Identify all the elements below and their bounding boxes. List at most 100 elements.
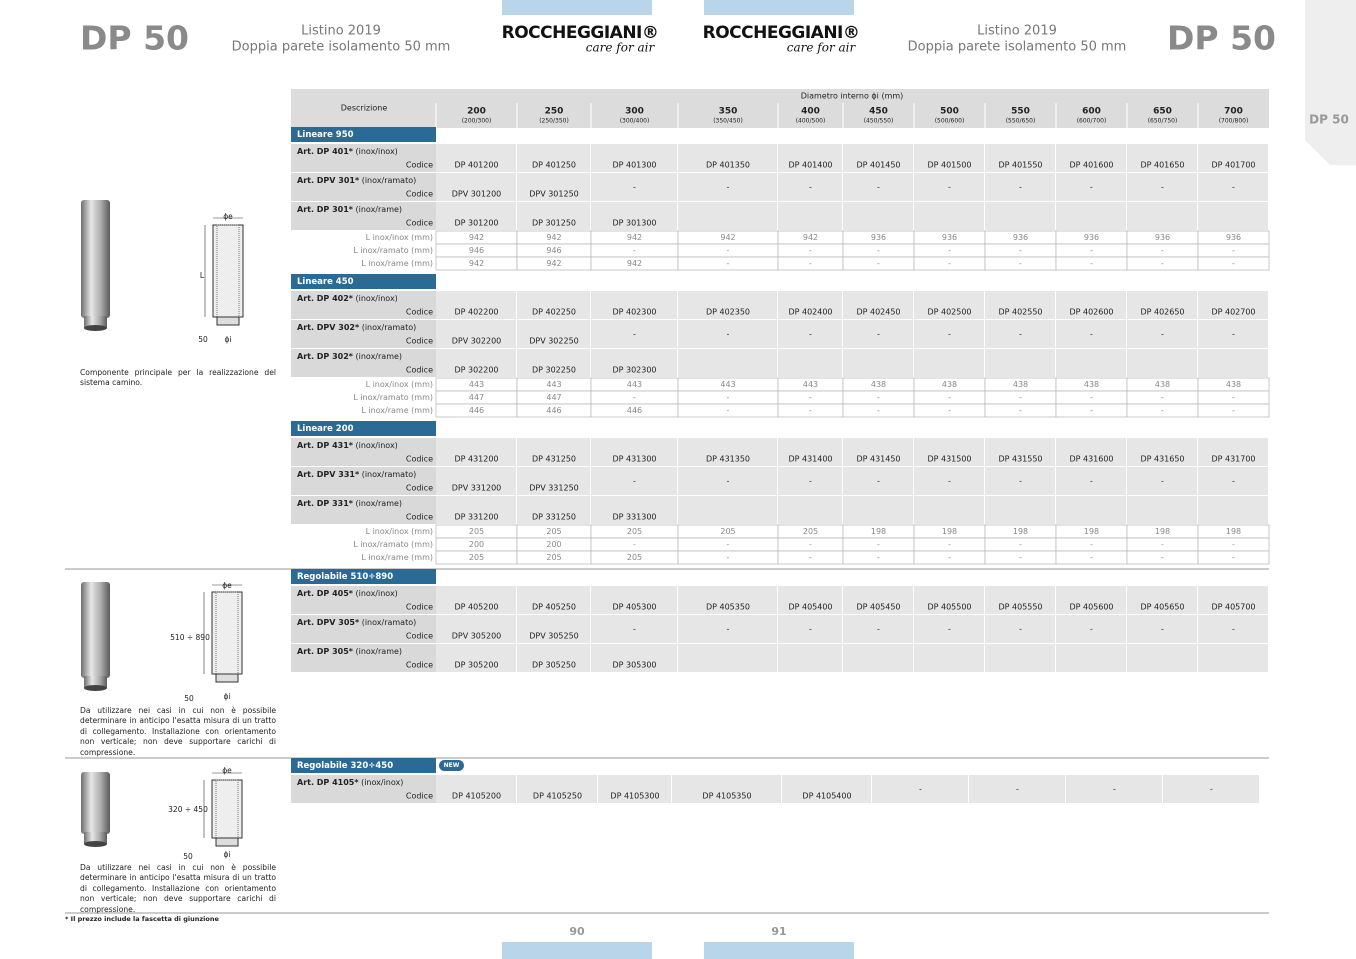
code-cell <box>517 349 590 377</box>
page-number: 91 <box>771 925 786 938</box>
code-label: Codice <box>406 792 433 801</box>
code-cell <box>1198 202 1268 230</box>
length-value: 936 <box>942 233 957 242</box>
dim-label: 50 <box>184 694 194 703</box>
code: DP 402550 <box>998 308 1042 317</box>
length-value: - <box>1161 553 1164 562</box>
dim-label: 510 ÷ 890 <box>170 633 210 642</box>
code-label: Codice <box>406 161 433 170</box>
code: DP 401450 <box>856 161 900 170</box>
header-cell: Descrizione <box>341 104 388 113</box>
length-value: - <box>1019 553 1022 562</box>
length-value: 942 <box>803 233 818 242</box>
code: DP 405300 <box>612 603 656 612</box>
dim-label: ϕi <box>223 692 230 701</box>
length-value: 198 <box>1226 527 1241 536</box>
code-cell <box>1127 644 1197 672</box>
length-value: 205 <box>546 553 561 562</box>
art-material: (inox/rame) <box>353 499 402 508</box>
badge: NEW <box>444 762 460 769</box>
code: DP 401400 <box>788 161 832 170</box>
length-value: 438 <box>1226 380 1241 389</box>
code-cell <box>843 615 913 643</box>
length-value: - <box>727 553 730 562</box>
code-cell <box>843 349 913 377</box>
top-tab <box>704 0 854 15</box>
length-value: - <box>877 393 880 402</box>
code: DP 405400 <box>788 603 832 612</box>
section-bar <box>291 127 436 142</box>
col-label: 300 <box>625 107 644 117</box>
code: - <box>1019 625 1022 634</box>
code-cell <box>678 173 777 201</box>
code: DP 302250 <box>532 366 576 375</box>
logo-brand: ROCCHEGGIANI® <box>502 23 659 43</box>
code-cell <box>1056 144 1126 172</box>
code-cell <box>678 202 777 230</box>
code: DP 405600 <box>1069 603 1113 612</box>
code: DP 305250 <box>532 661 576 670</box>
code: DPV 302200 <box>452 337 502 346</box>
col-label: 250 <box>545 107 564 117</box>
code: - <box>727 625 730 634</box>
code: DP 405450 <box>856 603 900 612</box>
code-cell <box>1127 586 1197 614</box>
art-code: Art. DP 302* <box>297 352 354 361</box>
col-label: 650 <box>1153 107 1172 117</box>
code-cell <box>1127 173 1197 201</box>
code: - <box>727 183 730 192</box>
code-cell <box>517 496 590 524</box>
art-label: Art. DP 405* (inox/inox) <box>297 589 398 598</box>
code-cell <box>914 438 984 466</box>
top-tab <box>502 0 652 15</box>
length-value: - <box>948 540 951 549</box>
length-cell <box>1197 550 1270 565</box>
code-cell <box>914 496 984 524</box>
code-cell <box>1056 438 1126 466</box>
code-label: Codice <box>406 603 433 612</box>
logo-tagline: care for air <box>586 41 656 55</box>
code: - <box>1090 625 1093 634</box>
length-value: - <box>1090 246 1093 255</box>
col-label: 400 <box>801 107 820 117</box>
length-value: 942 <box>627 233 642 242</box>
code-cell <box>914 615 984 643</box>
code-cell <box>436 144 516 172</box>
code-cell <box>985 438 1055 466</box>
code-cell <box>778 349 842 377</box>
desc-cell <box>291 320 436 348</box>
length-label: L inox/ramato (mm) <box>353 540 433 549</box>
code: DPV 301200 <box>452 190 502 199</box>
length-value: 438 <box>1084 380 1099 389</box>
code-cell <box>985 144 1055 172</box>
code: - <box>1090 183 1093 192</box>
code: - <box>1019 183 1022 192</box>
code-cell <box>1056 496 1126 524</box>
length-value: - <box>1019 246 1022 255</box>
code: DP 401600 <box>1069 161 1113 170</box>
code-cell <box>782 775 871 803</box>
code-cell <box>1198 438 1268 466</box>
code-cell <box>1056 349 1126 377</box>
code-cell <box>914 144 984 172</box>
code: DP 431250 <box>532 455 576 464</box>
code: DP 431300 <box>612 455 656 464</box>
col-label: 200 <box>467 107 486 117</box>
col-sub: (600/700) <box>1077 118 1107 125</box>
code-cell <box>843 467 913 495</box>
code-cell <box>591 438 677 466</box>
code: - <box>1113 785 1116 794</box>
length-value: - <box>633 393 636 402</box>
code-cell <box>517 144 590 172</box>
col-label: 350 <box>719 107 738 117</box>
code: DP 405350 <box>706 603 750 612</box>
code: - <box>1232 330 1235 339</box>
code-cell <box>678 586 777 614</box>
length-value: - <box>1161 246 1164 255</box>
length-value: 443 <box>627 380 642 389</box>
dim-label: 50 <box>183 852 193 861</box>
code-cell <box>436 320 516 348</box>
pipe-end <box>84 676 107 688</box>
code: - <box>1090 330 1093 339</box>
length-label: L inox/rame (mm) <box>361 259 433 268</box>
